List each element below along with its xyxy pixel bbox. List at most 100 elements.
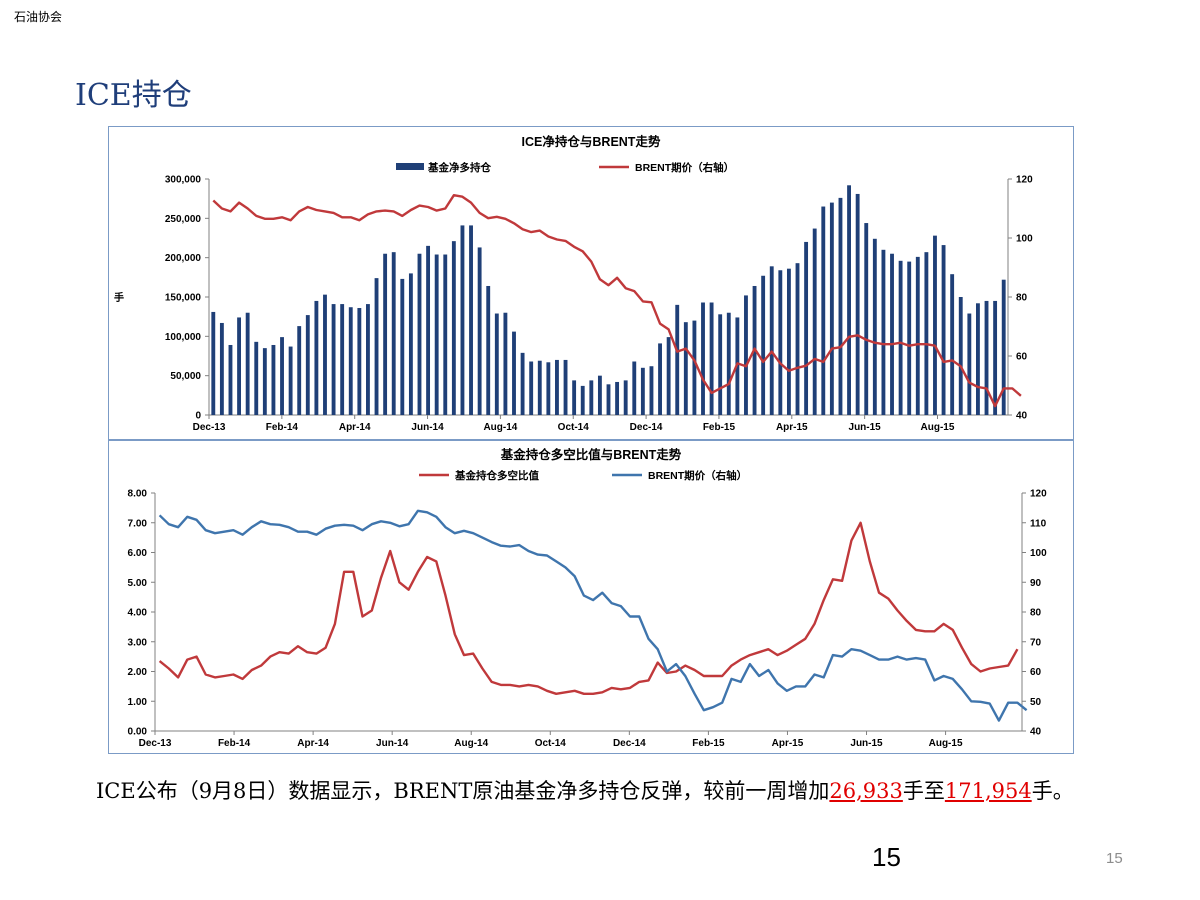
bar — [477, 247, 482, 415]
right-tick-label: 60 — [1030, 667, 1042, 678]
left-tick-label: 2.00 — [128, 667, 148, 678]
bar — [383, 253, 388, 415]
right-tick-label: 80 — [1016, 293, 1028, 304]
bar — [305, 315, 310, 415]
bar — [795, 263, 800, 415]
legend-entry: 基金持仓多空比值 — [454, 469, 539, 482]
bar — [829, 202, 834, 415]
bar — [623, 380, 628, 415]
bar — [537, 360, 542, 415]
bar — [494, 313, 499, 415]
bar — [520, 352, 525, 415]
bar — [924, 252, 929, 415]
x-tick-label: Feb-15 — [692, 738, 725, 749]
bar — [898, 260, 903, 415]
page-number-small: 15 — [1106, 850, 1123, 867]
left-tick-label: 300,000 — [165, 175, 202, 186]
x-tick-label: Feb-14 — [266, 422, 299, 433]
bar — [262, 348, 267, 415]
left-tick-label: 1.00 — [128, 697, 148, 708]
bar — [701, 302, 705, 415]
bar — [348, 307, 353, 415]
bar — [572, 380, 577, 415]
x-tick-label: Apr-15 — [776, 422, 808, 433]
right-tick-label: 100 — [1030, 548, 1047, 559]
x-tick-label: Apr-14 — [339, 422, 371, 433]
x-tick-label: Dec-14 — [630, 422, 663, 433]
bar — [855, 193, 860, 415]
bar — [941, 245, 946, 415]
bar — [366, 304, 370, 415]
chart-panel: ICE净持仓与BRENT走势 基金净多持仓 BRENT期价（右轴） 300,000 25… — [108, 126, 1074, 754]
bar — [778, 270, 783, 415]
summary-total-value: 171,954 — [944, 779, 1032, 803]
x-tick-label: Aug-15 — [921, 422, 955, 433]
bar — [950, 274, 955, 415]
bar — [881, 249, 886, 415]
organization-label: 石油协会 — [14, 10, 63, 24]
bar — [245, 312, 250, 415]
right-tick-label: 70 — [1030, 637, 1042, 648]
bar — [872, 238, 877, 415]
chart-title: 基金持仓多空比值与BRENT走势 — [500, 447, 682, 462]
left-tick-label: 100,000 — [165, 332, 202, 343]
summary-part2: 手至 — [902, 779, 945, 803]
bar — [340, 304, 345, 415]
bar — [460, 225, 465, 415]
bar — [417, 253, 422, 415]
bar — [314, 300, 319, 415]
bar — [812, 228, 817, 415]
right-tick-label: 40 — [1030, 727, 1042, 738]
bar — [503, 312, 508, 415]
x-tick-label: Feb-14 — [218, 738, 251, 749]
x-tick-label: Dec-13 — [139, 738, 172, 749]
left-tick-label: 3.00 — [128, 637, 148, 648]
bar — [254, 341, 259, 415]
bar — [374, 278, 379, 415]
bar — [761, 275, 766, 415]
bar — [726, 312, 731, 415]
y-axis-label: 手 — [114, 291, 124, 304]
right-tick-label: 100 — [1016, 234, 1033, 245]
bar — [400, 278, 405, 415]
left-tick-label: 0.00 — [128, 727, 148, 738]
x-tick-label: Oct-14 — [535, 738, 567, 749]
bar — [357, 308, 362, 415]
summary-text: ICE公布（9月8日）数据显示，BRENT原油基金净多持仓反弹，较前一周增加26… — [96, 776, 1136, 807]
bar — [237, 317, 242, 415]
bar — [975, 303, 980, 415]
left-tick-label: 8.00 — [128, 489, 148, 500]
bar — [709, 302, 714, 415]
bar — [512, 331, 516, 415]
x-tick-label: Oct-14 — [558, 422, 590, 433]
bar — [443, 254, 448, 415]
bar — [675, 304, 680, 415]
left-tick-label: 4.00 — [128, 608, 148, 619]
right-tick-label: 120 — [1016, 175, 1033, 186]
bar — [469, 225, 473, 415]
left-tick-label: 5.00 — [128, 578, 148, 589]
legend-entry: BRENT期价（右轴） — [648, 469, 747, 482]
summary-part1: ICE公布（9月8日）数据显示，BRENT原油基金净多持仓反弹，较前一周增加 — [96, 779, 830, 803]
x-tick-label: Dec-13 — [193, 422, 226, 433]
x-tick-label: Jun-15 — [849, 422, 882, 433]
bar — [486, 285, 491, 415]
bar — [615, 381, 620, 415]
bar — [271, 344, 276, 415]
bar — [597, 375, 602, 415]
right-tick-label: 120 — [1030, 489, 1047, 500]
left-tick-label: 50,000 — [170, 371, 201, 382]
bar — [555, 359, 559, 415]
right-tick-label: 40 — [1016, 411, 1028, 422]
left-tick-label: 150,000 — [165, 293, 202, 304]
left-tick-label: 7.00 — [128, 518, 148, 529]
brent-line — [158, 509, 1028, 722]
x-tick-label: Feb-15 — [703, 422, 736, 433]
bar — [821, 206, 826, 415]
chart-separator — [109, 439, 1073, 441]
bar — [640, 367, 645, 415]
bar — [546, 362, 551, 415]
bar — [331, 304, 336, 415]
